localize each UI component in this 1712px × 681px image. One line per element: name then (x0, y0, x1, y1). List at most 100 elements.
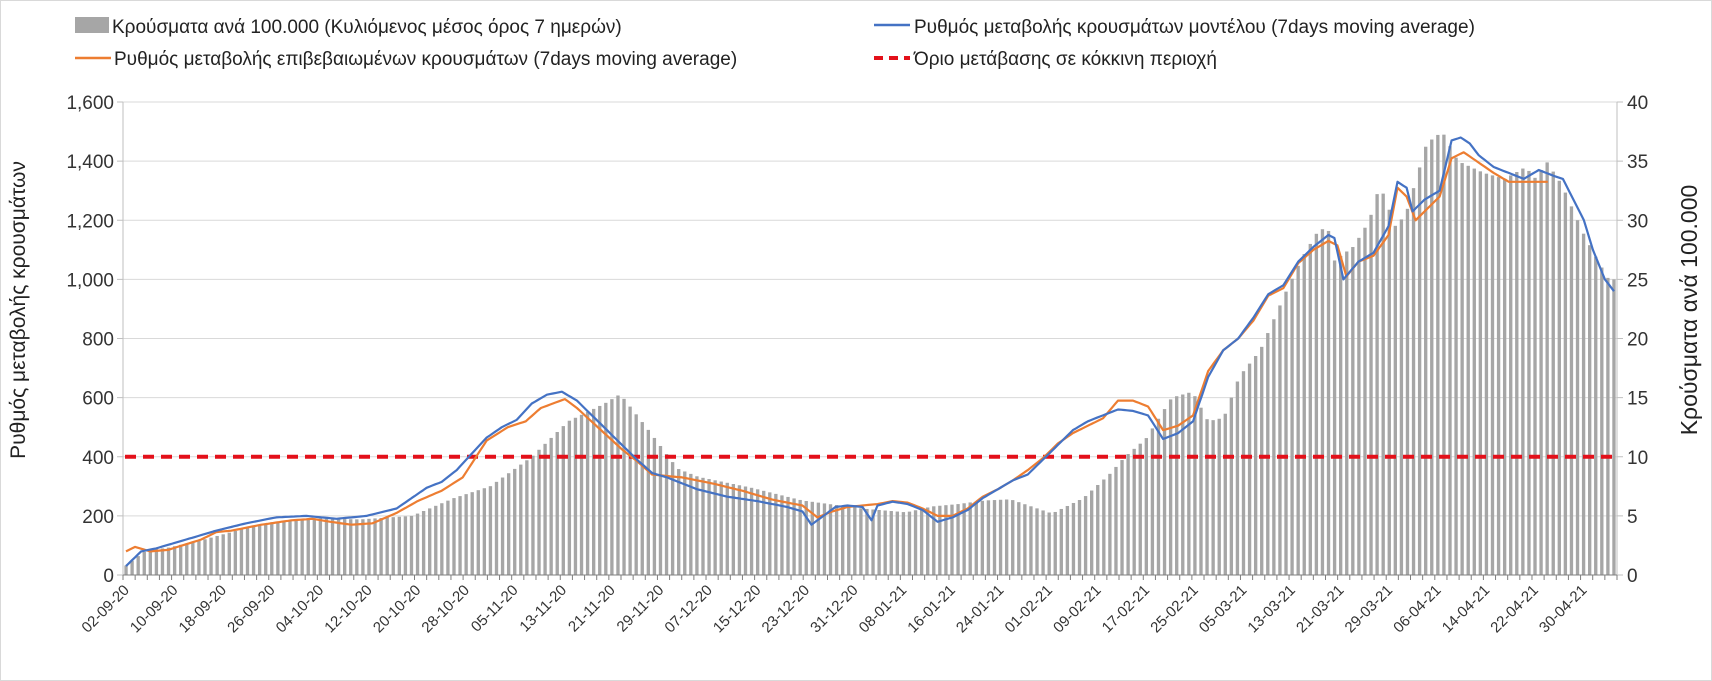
bar (385, 517, 389, 575)
bar (1162, 409, 1167, 575)
bar (998, 499, 1003, 575)
bar (1229, 397, 1234, 575)
bar (1411, 188, 1416, 575)
bar (221, 534, 225, 575)
bar (251, 526, 256, 575)
bar (1108, 473, 1112, 575)
bar (567, 420, 572, 575)
bar (871, 509, 875, 575)
bar (428, 508, 432, 575)
bar (1102, 479, 1106, 575)
bar (1235, 381, 1240, 575)
bar (537, 449, 541, 575)
bar (336, 518, 341, 575)
bar (1351, 247, 1355, 575)
bar (1120, 460, 1124, 575)
bar (142, 551, 146, 575)
bar (755, 489, 760, 575)
bar (1594, 256, 1598, 575)
y-right-tick-label: 5 (1627, 507, 1638, 528)
bar (841, 505, 845, 575)
bar-series (124, 134, 1616, 576)
bar (1332, 260, 1337, 575)
bar (276, 522, 280, 575)
bar (1551, 171, 1555, 575)
bar (197, 540, 201, 575)
bar (1290, 278, 1294, 575)
legend-confirmed-label: Ρυθμός μεταβολής επιβεβαιωμένων κρουσμάτ… (114, 49, 737, 70)
bar (312, 518, 316, 575)
bar (1393, 225, 1397, 575)
bar (1138, 443, 1142, 575)
bar (367, 518, 371, 575)
bar (172, 546, 177, 575)
bar (725, 482, 729, 575)
bar (1515, 171, 1519, 575)
bar (185, 543, 189, 575)
y-left-tick-label: 0 (103, 566, 114, 587)
bar (1266, 333, 1270, 575)
bar (585, 411, 590, 575)
bar (1144, 438, 1148, 575)
bar (270, 523, 274, 575)
bar (1539, 170, 1543, 575)
bar (555, 432, 559, 575)
bar (1387, 209, 1391, 575)
y-right-tick-label: 0 (1627, 566, 1638, 587)
bar (1150, 428, 1155, 575)
bar (719, 481, 723, 575)
bar (239, 529, 244, 575)
bar (822, 503, 827, 575)
bar (1302, 254, 1306, 575)
bar (1253, 356, 1258, 575)
bar (859, 508, 863, 575)
bar (330, 518, 335, 575)
bar (1017, 502, 1021, 575)
bar (1029, 506, 1033, 575)
bar (1417, 167, 1422, 575)
bar (683, 471, 687, 575)
bar (355, 519, 359, 575)
bar (1308, 243, 1312, 575)
bar (1114, 466, 1118, 575)
bar (919, 508, 924, 575)
bar (1581, 233, 1586, 575)
bar (1059, 508, 1063, 575)
bar (986, 500, 991, 575)
bar (1557, 180, 1561, 575)
bar (476, 490, 480, 575)
bar (1381, 193, 1385, 575)
bar (737, 485, 742, 575)
bar (1363, 227, 1367, 575)
bar (1575, 220, 1580, 576)
bar (409, 515, 414, 575)
bar (847, 506, 851, 575)
y-left-tick-label: 1,200 (66, 211, 114, 232)
bar (1533, 177, 1537, 575)
y-right-tick-label: 40 (1627, 93, 1648, 114)
bar (506, 473, 511, 575)
bar (513, 468, 517, 575)
bar (294, 519, 298, 575)
y-right-tick-label: 25 (1627, 270, 1648, 291)
bar (816, 502, 821, 575)
bar (1490, 175, 1495, 575)
bar (901, 512, 906, 575)
bar (670, 462, 675, 575)
y-right-tick-label: 10 (1627, 448, 1648, 469)
bar (1187, 392, 1191, 575)
bar (1527, 170, 1531, 575)
bar (203, 539, 207, 575)
bar (1247, 363, 1252, 575)
bar (1600, 267, 1604, 575)
bar (215, 535, 219, 575)
bar (1211, 420, 1215, 575)
bar (415, 513, 420, 575)
bar (245, 527, 250, 575)
bar (397, 516, 401, 575)
bar (227, 532, 231, 575)
bar (1521, 168, 1525, 576)
y-right-title: Κρούσματα ανά 100.000 (1676, 185, 1702, 436)
bar (664, 454, 669, 575)
bar (1496, 177, 1501, 576)
